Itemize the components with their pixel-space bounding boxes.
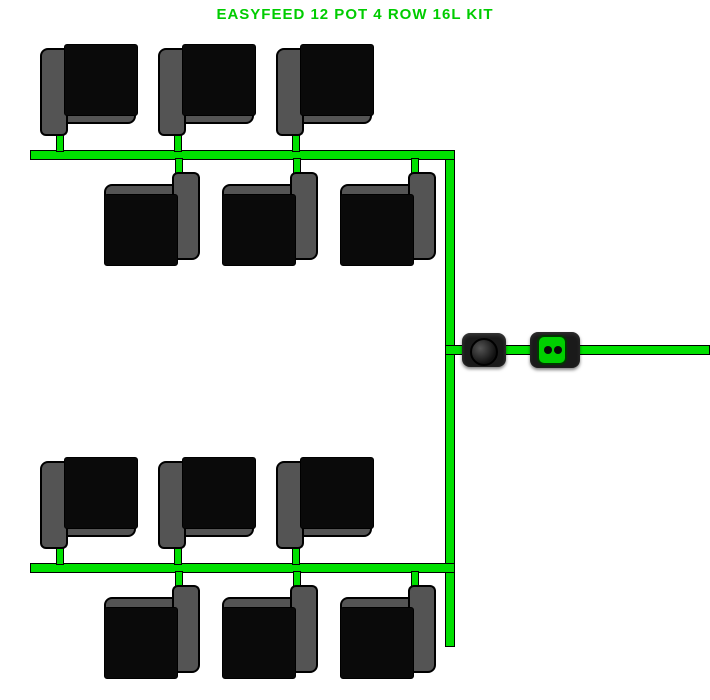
pot-9-pot-square bbox=[300, 457, 374, 529]
pot-8-pot-square bbox=[182, 457, 256, 529]
pump-icon bbox=[462, 333, 506, 367]
pot-6-pot-square bbox=[340, 194, 414, 266]
pot-12-tray-notch bbox=[408, 585, 436, 609]
pot-3 bbox=[286, 42, 386, 122]
pot-3-pot-square bbox=[300, 44, 374, 116]
pot-10 bbox=[90, 599, 190, 679]
pot-12-pot-square bbox=[340, 607, 414, 679]
pot-1 bbox=[50, 42, 150, 122]
pot-5-tray-notch bbox=[290, 172, 318, 196]
pot-9 bbox=[286, 455, 386, 535]
pot-12 bbox=[326, 599, 426, 679]
pot-8 bbox=[168, 455, 268, 535]
pot-2 bbox=[168, 42, 268, 122]
pot-7-tray-notch bbox=[40, 525, 68, 549]
pot-11-tray-notch bbox=[290, 585, 318, 609]
valve-icon bbox=[530, 332, 580, 368]
pot-5-pot-square bbox=[222, 194, 296, 266]
pot-2-tray-notch bbox=[158, 112, 186, 136]
pot-10-tray-notch bbox=[172, 585, 200, 609]
pot-8-tray-notch bbox=[158, 525, 186, 549]
pot-10-pot-square bbox=[104, 607, 178, 679]
pot-5 bbox=[208, 186, 308, 266]
page-title: EASYFEED 12 POT 4 ROW 16L KIT bbox=[0, 6, 710, 23]
pot-2-pot-square bbox=[182, 44, 256, 116]
pot-9-tray-notch bbox=[276, 525, 304, 549]
pot-3-tray-notch bbox=[276, 112, 304, 136]
pot-11 bbox=[208, 599, 308, 679]
valve-face bbox=[537, 335, 567, 365]
pot-11-pot-square bbox=[222, 607, 296, 679]
pot-4-tray-notch bbox=[172, 172, 200, 196]
valve-hole-right bbox=[554, 346, 562, 354]
pot-4-pot-square bbox=[104, 194, 178, 266]
valve-hole-left bbox=[544, 346, 552, 354]
pot-7 bbox=[50, 455, 150, 535]
pot-7-pot-square bbox=[64, 457, 138, 529]
pipe-group1-bus-horizontal bbox=[30, 150, 455, 160]
pipe-group2-bus-horizontal bbox=[30, 563, 455, 573]
pot-4 bbox=[90, 186, 190, 266]
pot-1-tray-notch bbox=[40, 112, 68, 136]
pot-6-tray-notch bbox=[408, 172, 436, 196]
pot-6 bbox=[326, 186, 426, 266]
pot-1-pot-square bbox=[64, 44, 138, 116]
